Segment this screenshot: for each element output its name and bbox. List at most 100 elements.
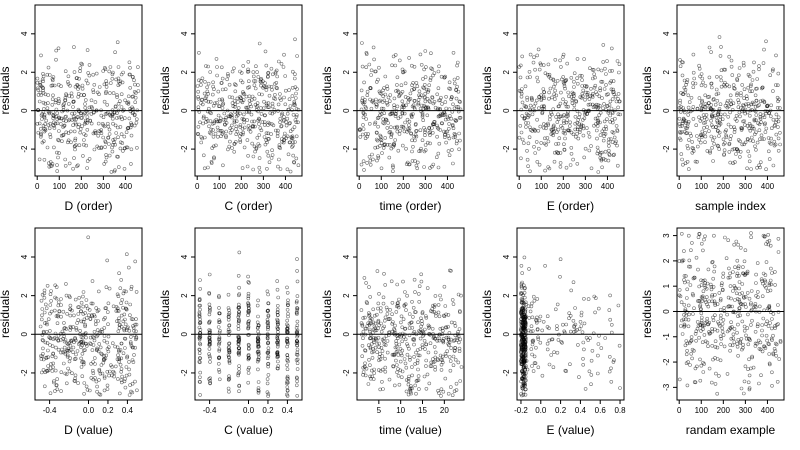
data-point [400, 348, 405, 353]
data-point [591, 68, 596, 72]
data-point [525, 157, 530, 162]
data-point [713, 292, 717, 297]
data-point [214, 143, 218, 148]
data-point [134, 322, 139, 327]
data-point [117, 348, 121, 353]
data-point [401, 317, 406, 322]
data-point [68, 343, 73, 348]
data-point [447, 122, 451, 126]
data-point [537, 318, 542, 323]
data-point [370, 152, 374, 157]
data-point [63, 98, 68, 103]
data-point [713, 339, 718, 344]
data-point [600, 80, 605, 84]
data-point [294, 352, 299, 357]
data-point [46, 348, 50, 353]
data-point [113, 50, 117, 55]
data-point [208, 119, 213, 123]
plot-frame [676, 4, 785, 177]
data-point [712, 269, 717, 274]
data-point [581, 356, 585, 361]
data-point [453, 135, 458, 139]
data-point [46, 364, 50, 368]
data-point [79, 356, 83, 361]
data-point [220, 106, 225, 110]
data-point [440, 121, 445, 126]
data-point [612, 358, 616, 363]
x-tick-label: 400 [761, 406, 775, 415]
data-point [700, 76, 705, 81]
data-point [770, 338, 774, 342]
data-point [733, 265, 737, 270]
data-point [590, 76, 595, 81]
data-point [379, 92, 384, 96]
data-point [584, 90, 588, 95]
data-point [116, 377, 120, 381]
data-point [576, 343, 580, 347]
data-point [197, 298, 202, 302]
data-point [266, 351, 270, 355]
data-point [282, 115, 286, 119]
data-point [294, 156, 299, 161]
data-point [457, 340, 461, 345]
data-point [116, 155, 120, 159]
data-point [104, 81, 109, 86]
data-point [614, 124, 619, 128]
data-point [750, 355, 754, 360]
plot-frame [194, 4, 303, 177]
data-point [554, 150, 559, 154]
data-point [602, 102, 606, 106]
data-point [118, 286, 123, 291]
data-point [703, 134, 708, 139]
data-point [55, 163, 59, 167]
data-point [724, 133, 728, 138]
data-point [241, 130, 245, 135]
data-point [74, 327, 79, 332]
data-point [680, 73, 685, 78]
data-point [247, 365, 251, 370]
data-point [545, 341, 550, 346]
data-point [520, 271, 525, 275]
data-point [431, 101, 436, 106]
data-point [267, 160, 272, 164]
data-point [375, 269, 380, 273]
data-point [54, 57, 58, 62]
data-point [285, 356, 290, 360]
data-point [441, 389, 446, 394]
data-point [240, 80, 245, 85]
data-point [40, 112, 45, 116]
data-point [216, 119, 221, 124]
data-point [697, 115, 701, 120]
points-group [677, 35, 782, 171]
data-point [207, 321, 211, 325]
data-point [245, 164, 250, 169]
data-point [53, 355, 58, 360]
data-point [530, 112, 535, 117]
data-point [558, 257, 563, 262]
data-point [605, 59, 609, 63]
y-tick-label: 4 [342, 31, 351, 36]
data-point [385, 339, 390, 343]
data-point [89, 342, 93, 347]
x-tick-label: 0 [195, 182, 200, 191]
data-point [445, 349, 450, 354]
data-point [50, 83, 55, 88]
data-point [750, 108, 754, 112]
data-point [771, 333, 775, 338]
data-point [368, 329, 372, 334]
data-point [279, 61, 284, 66]
x-tick-label: 0.4 [575, 406, 587, 415]
data-point [129, 284, 134, 289]
data-point [520, 326, 525, 331]
data-point [523, 392, 528, 397]
data-point [75, 321, 79, 325]
data-point [435, 92, 440, 97]
data-point [46, 355, 50, 360]
y-tick-label: 2 [342, 69, 351, 74]
data-point [112, 169, 117, 174]
data-point [712, 135, 717, 140]
data-point [396, 301, 400, 305]
data-point [81, 154, 85, 158]
data-point [766, 149, 771, 154]
data-point [368, 295, 373, 299]
